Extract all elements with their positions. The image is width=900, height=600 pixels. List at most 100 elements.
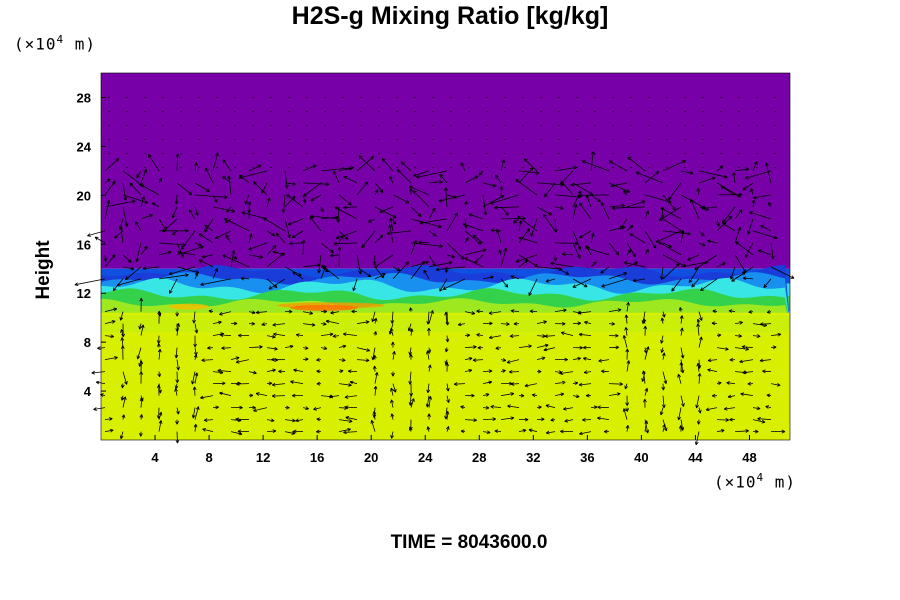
vector-dot: [468, 110, 470, 113]
vector-arrow: [391, 371, 395, 377]
vector-arrow: [582, 417, 592, 422]
vector-arrow: [104, 178, 111, 184]
vector-arrow: [741, 345, 754, 349]
vector-dot: [252, 166, 254, 169]
vector-arrow: [624, 314, 629, 324]
vector-arrow: [578, 332, 592, 337]
vector-dot: [234, 138, 236, 141]
vector-arrow: [286, 194, 304, 208]
vector-dot: [378, 166, 380, 169]
vector-dot: [324, 166, 326, 169]
y-tick-label: 16: [77, 237, 91, 252]
vector-arrow: [281, 194, 286, 213]
y-tick-label: 24: [77, 139, 92, 154]
vector-arrow: [545, 278, 556, 283]
vector-dot: [558, 96, 560, 99]
vector-dot: [108, 124, 110, 127]
vector-arrow: [562, 406, 574, 411]
vector-dot: [666, 166, 668, 169]
vector-arrow: [238, 333, 250, 338]
vector-dot: [252, 96, 254, 99]
streak-2: [168, 303, 210, 310]
vector-arrow: [726, 381, 736, 385]
vector-arrow: [374, 371, 379, 384]
vector-dot: [432, 124, 434, 127]
plot-frame: [100, 72, 791, 441]
vector-arrow: [428, 207, 436, 220]
vector-arrow: [201, 358, 214, 363]
vector-arrow: [578, 193, 610, 198]
vector-arrow: [284, 218, 291, 239]
vector-arrow: [409, 354, 413, 360]
vector-arrow: [747, 218, 754, 235]
vector-dot: [270, 124, 272, 127]
vector-dot: [738, 138, 740, 141]
vector-arrow: [678, 425, 683, 432]
vector-arrow: [320, 309, 327, 314]
vector-arrow: [192, 311, 196, 324]
vector-arrow: [427, 413, 431, 420]
vector-dot: [576, 138, 578, 141]
vector-arrow: [374, 189, 379, 196]
vector-arrow: [572, 190, 582, 208]
vector-dot: [198, 96, 200, 99]
vector-dot: [108, 110, 110, 113]
vector-dot: [612, 152, 614, 155]
vector-arrow: [490, 228, 502, 233]
vector-arrow: [335, 230, 358, 240]
vector-arrow: [507, 404, 520, 409]
vector-arrow: [175, 419, 179, 425]
vector-arrow: [701, 206, 718, 210]
vector-dot: [252, 152, 254, 155]
vector-dot: [180, 110, 182, 113]
vector-arrow: [121, 414, 126, 420]
y-axis-unit: (×104 m): [14, 33, 96, 53]
vector-arrow: [392, 218, 396, 225]
vector-arrow: [91, 370, 106, 375]
vector-dot: [162, 166, 164, 169]
vector-arrow: [408, 347, 413, 356]
vector-arrow: [515, 179, 538, 196]
vector-arrow: [660, 317, 665, 324]
vector-arrow: [412, 190, 430, 208]
vector-arrow: [660, 335, 664, 344]
vector-arrow: [626, 301, 630, 312]
x-tick-label: 4: [151, 450, 159, 465]
vector-dot: [666, 138, 668, 141]
vector-dot: [594, 166, 596, 169]
vector-arrow: [301, 239, 306, 255]
vector-arrow: [500, 159, 505, 172]
vector-arrow: [608, 345, 620, 350]
x-tick-label: 44: [688, 450, 703, 465]
vector-arrow: [597, 405, 610, 410]
vector-arrow: [598, 358, 610, 363]
vector-arrow: [679, 362, 684, 372]
vector-dot: [468, 96, 470, 99]
vector-arrow: [661, 352, 666, 360]
vector-dot: [126, 138, 128, 141]
vector-arrow: [356, 347, 371, 352]
vector-dot: [576, 166, 578, 169]
vector-arrow: [608, 333, 619, 338]
vector-arrow: [103, 254, 108, 262]
vector-arrow: [271, 357, 286, 362]
vector-dot: [486, 124, 488, 127]
vector-arrow: [518, 259, 529, 268]
vector-dot: [756, 124, 758, 127]
vector-arrow: [515, 254, 538, 263]
vector-arrow: [662, 424, 666, 432]
vector-arrow: [500, 392, 515, 396]
vector-arrow: [734, 334, 743, 338]
vector-arrow: [253, 407, 268, 412]
vector-arrow: [757, 249, 772, 256]
vector-arrow: [129, 182, 142, 196]
vector-arrow: [482, 194, 488, 216]
vector-arrow: [408, 426, 413, 432]
vector-arrow: [644, 230, 657, 249]
vector-dot: [216, 138, 218, 141]
vector-arrow: [510, 382, 520, 386]
vector-arrow: [225, 234, 232, 244]
vector-arrow: [191, 407, 196, 419]
vector-arrow: [223, 218, 250, 232]
vector-arrow: [302, 357, 309, 362]
